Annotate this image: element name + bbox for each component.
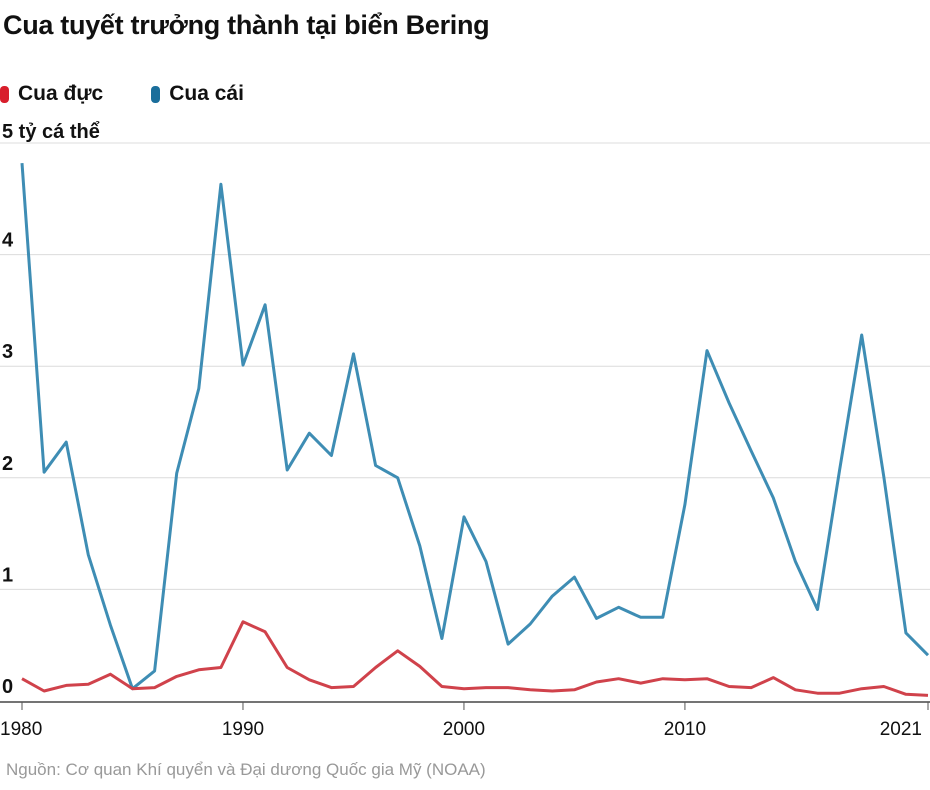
legend-label-female: Cua cái [169, 82, 244, 105]
legend-swatch-male [0, 85, 9, 103]
legend-item-male: Cua đực [0, 82, 103, 106]
series-line-male [21, 620, 929, 697]
x-tick-label: 1990 [222, 719, 264, 740]
y-tick-label: 2 [2, 453, 13, 475]
x-tick-label: 2010 [664, 719, 706, 740]
series-line-female [20, 162, 930, 691]
y-tick-label: 5 tỷ cá thể [2, 121, 100, 143]
legend-item-female: Cua cái [151, 82, 244, 106]
chart-title: Cua tuyết trưởng thành tại biển Bering [3, 10, 490, 40]
y-tick-label: 0 [2, 676, 13, 698]
legend: Cua đực Cua cái [0, 82, 292, 106]
source-note: Nguồn: Cơ quan Khí quyển và Đại dương Qu… [6, 760, 486, 779]
y-tick-label: 1 [2, 564, 13, 586]
x-tick-label: 1980 [0, 719, 42, 740]
legend-label-male: Cua đực [18, 82, 104, 105]
x-tick-label: 2000 [443, 719, 485, 740]
y-tick-label: 3 [2, 341, 13, 363]
x-tick-label: 2021 [880, 719, 922, 740]
legend-swatch-female [151, 85, 161, 103]
y-tick-label: 4 [2, 230, 14, 252]
